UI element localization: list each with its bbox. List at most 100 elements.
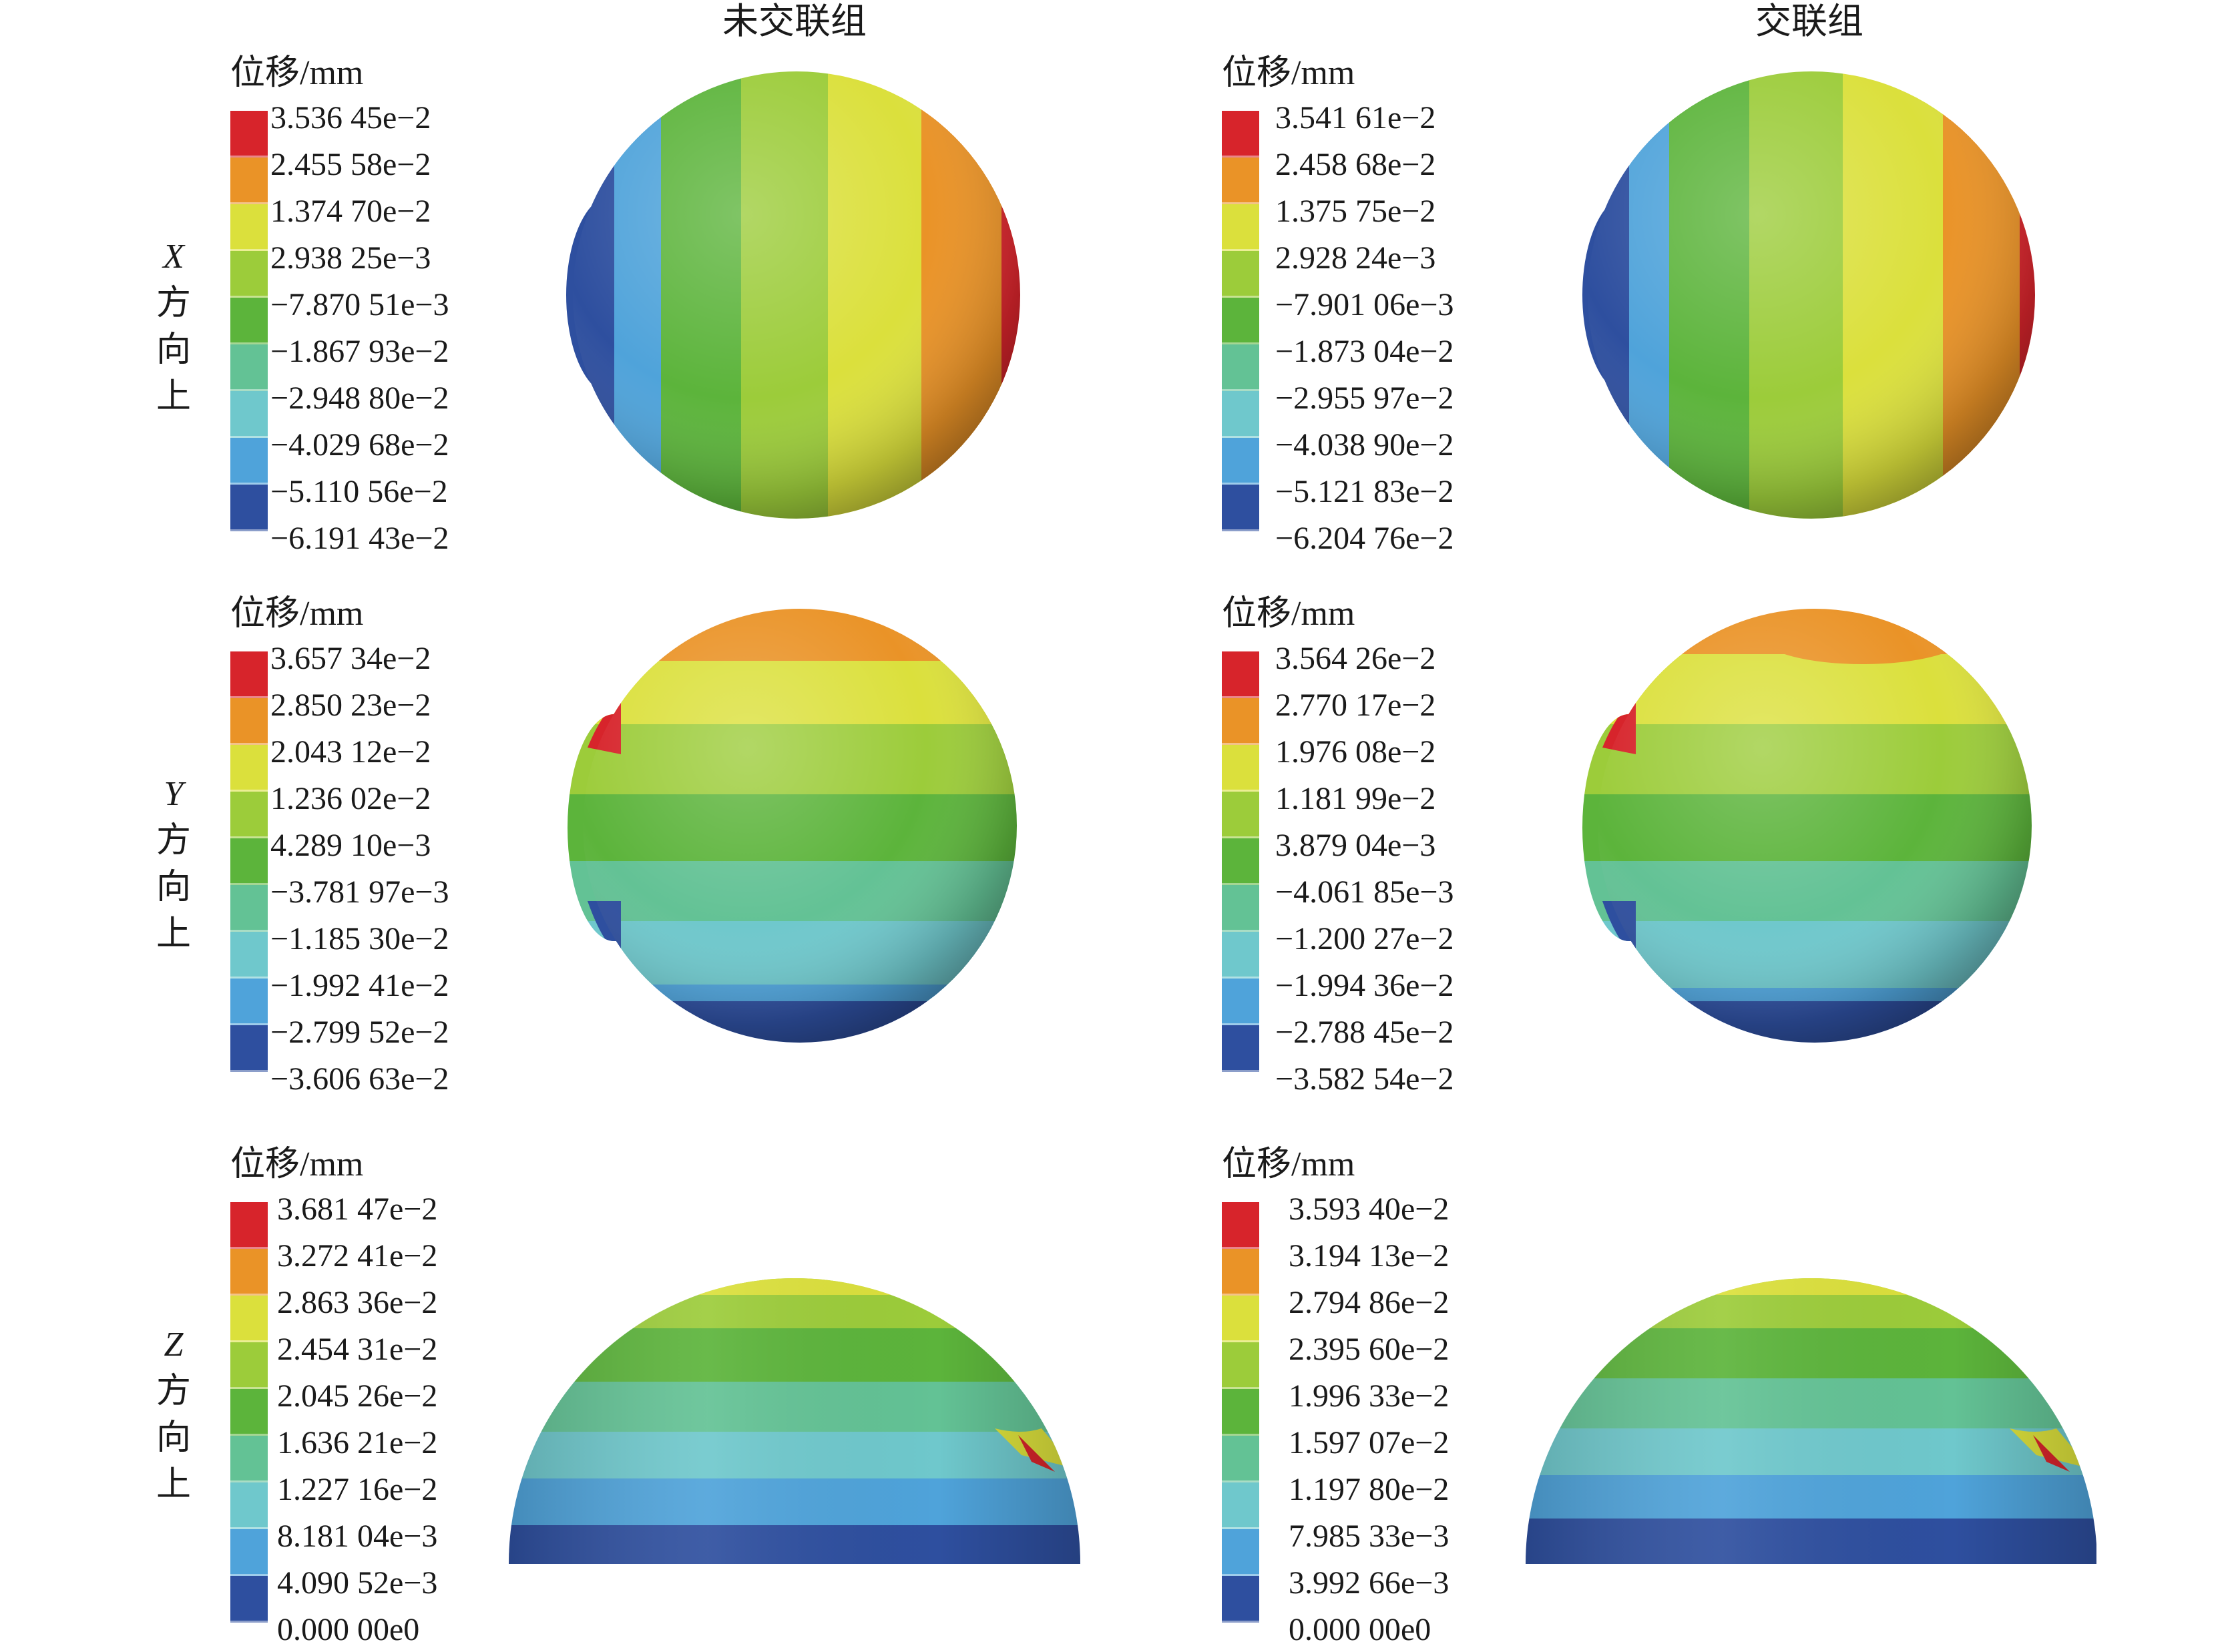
legend-swatch xyxy=(1222,204,1259,251)
legend-tick-label: 1.374 70e−2 xyxy=(270,194,431,229)
column-title-crosslinked: 交联组 xyxy=(1755,1,1863,41)
legend-tick-label: −4.061 85e−3 xyxy=(1275,874,1454,910)
legend-tick-label: 3.657 34e−2 xyxy=(270,641,431,676)
legend-tick-label: 2.045 26e−2 xyxy=(277,1378,438,1414)
legend-tick-label: −7.901 06e−3 xyxy=(1275,287,1454,322)
direction-char: 方 xyxy=(156,284,191,322)
legend-tick-label: 1.181 99e−2 xyxy=(1275,781,1436,816)
legend-swatch xyxy=(1222,158,1259,204)
legend-tick-label: 4.289 10e−3 xyxy=(270,828,431,863)
legend-swatch xyxy=(1222,1436,1259,1482)
legend-tick-label: 2.043 12e−2 xyxy=(270,734,431,770)
legend-tick-label: −4.029 68e−2 xyxy=(270,427,449,463)
legend-swatch xyxy=(230,204,268,251)
legend-unit-label: 位移/mm xyxy=(1222,1145,1355,1183)
legend-swatch xyxy=(230,651,268,698)
legend-swatch xyxy=(1222,298,1259,344)
legend-tick-label: 2.863 36e−2 xyxy=(277,1285,438,1320)
legend-y-uncrosslinked: 位移/mm 3.657 34e−2 2.850 23e−2 2.043 12e−2 1.… xyxy=(230,594,578,1101)
legend-swatch xyxy=(1222,1529,1259,1576)
legend-swatch xyxy=(230,344,268,391)
direction-label-z: Z 方 向 上 xyxy=(150,1322,197,1508)
legend-tick-label: 2.395 60e−2 xyxy=(1289,1332,1449,1367)
legend-swatch xyxy=(1222,344,1259,391)
legend-swatch xyxy=(1222,485,1259,531)
legend-unit-label: 位移/mm xyxy=(230,595,364,633)
legend-swatch xyxy=(1222,1025,1259,1072)
legend-tick-label: 4.090 52e−3 xyxy=(277,1565,438,1601)
legend-color-bar xyxy=(230,111,268,531)
legend-tick-label: −7.870 51e−3 xyxy=(270,287,449,322)
legend-unit-label: 位移/mm xyxy=(230,1145,364,1183)
legend-tick-label: −6.204 76e−2 xyxy=(1275,521,1454,556)
legend-unit-label: 位移/mm xyxy=(1222,54,1355,92)
legend-swatch xyxy=(230,1249,268,1296)
legend-x-uncrosslinked: 位移/mm 3.536 45e−2 2.455 58e−2 1.374 70e−2 2.… xyxy=(230,53,578,561)
legend-tick-label: −3.582 54e−2 xyxy=(1275,1061,1454,1097)
legend-swatch xyxy=(230,932,268,979)
legend-tick-label: −1.992 41e−2 xyxy=(270,968,449,1003)
legend-swatch xyxy=(230,251,268,298)
legend-swatch xyxy=(1222,1202,1259,1249)
legend-tick-label: −6.191 43e−2 xyxy=(270,521,449,556)
legend-swatch xyxy=(230,885,268,932)
legend-swatch xyxy=(230,838,268,885)
legend-swatch xyxy=(230,1482,268,1529)
legend-tick-label: 2.454 31e−2 xyxy=(277,1332,438,1367)
direction-char: 向 xyxy=(156,331,191,369)
legend-swatch xyxy=(1222,1249,1259,1296)
legend-tick-label: 2.928 24e−3 xyxy=(1275,240,1436,276)
legend-swatch xyxy=(1222,651,1259,698)
legend-swatch xyxy=(230,1389,268,1436)
legend-swatch xyxy=(230,792,268,838)
legend-swatch xyxy=(230,1025,268,1072)
legend-tick-label: 3.593 40e−2 xyxy=(1289,1191,1449,1227)
legend-swatch xyxy=(230,298,268,344)
axis-letter-z: Z xyxy=(164,1326,184,1364)
legend-tick-label: 8.181 04e−3 xyxy=(277,1519,438,1554)
legend-swatch xyxy=(230,979,268,1025)
legend-swatch xyxy=(1222,1389,1259,1436)
legend-swatch xyxy=(230,1576,268,1623)
legend-tick-label: −1.200 27e−2 xyxy=(1275,921,1454,956)
contour-y-crosslinked xyxy=(1582,609,2032,1043)
legend-tick-label: 2.938 25e−3 xyxy=(270,240,431,276)
legend-swatch xyxy=(230,1529,268,1576)
legend-tick-label: 2.458 68e−2 xyxy=(1275,147,1436,182)
legend-z-crosslinked: 位移/mm 3.593 40e−2 3.194 13e−2 2.794 86e−2 2.… xyxy=(1222,1145,1569,1652)
contour-z-crosslinked xyxy=(1526,1278,2096,1564)
legend-tick-label: −3.606 63e−2 xyxy=(270,1061,449,1097)
direction-char: 向 xyxy=(156,868,191,906)
legend-z-uncrosslinked: 位移/mm 3.681 47e−2 3.272 41e−2 2.863 36e−2 2.… xyxy=(230,1145,578,1652)
legend-unit-label: 位移/mm xyxy=(230,54,364,92)
legend-tick-label: 3.536 45e−2 xyxy=(270,100,431,135)
legend-tick-label: 2.850 23e−2 xyxy=(270,687,431,723)
axis-letter-x: X xyxy=(163,238,184,276)
legend-tick-label: 1.236 02e−2 xyxy=(270,781,431,816)
legend-swatch xyxy=(1222,979,1259,1025)
legend-tick-label: 1.375 75e−2 xyxy=(1275,194,1436,229)
legend-swatch xyxy=(1222,1576,1259,1623)
legend-tick-label: 3.681 47e−2 xyxy=(277,1191,438,1227)
legend-color-bar xyxy=(230,1202,268,1623)
legend-swatch xyxy=(1222,698,1259,745)
legend-swatch xyxy=(1222,438,1259,485)
contour-x-crosslinked xyxy=(1582,71,2035,519)
legend-tick-label: 1.636 21e−2 xyxy=(277,1425,438,1460)
legend-swatch xyxy=(230,1342,268,1389)
direction-char: 方 xyxy=(156,1372,191,1410)
legend-swatch xyxy=(230,391,268,438)
legend-tick-label: −4.038 90e−2 xyxy=(1275,427,1454,463)
direction-label-y: Y 方 向 上 xyxy=(150,771,197,958)
legend-tick-label: −1.994 36e−2 xyxy=(1275,968,1454,1003)
legend-tick-label: −3.781 97e−3 xyxy=(270,874,449,910)
legend-tick-label: 3.992 66e−3 xyxy=(1289,1565,1449,1601)
contour-x-uncrosslinked xyxy=(566,71,1020,519)
legend-swatch xyxy=(230,698,268,745)
legend-swatch xyxy=(230,1436,268,1482)
legend-tick-label: 3.541 61e−2 xyxy=(1275,100,1436,135)
legend-tick-label: 1.976 08e−2 xyxy=(1275,734,1436,770)
legend-color-bar xyxy=(1222,651,1259,1072)
legend-swatch xyxy=(1222,111,1259,158)
